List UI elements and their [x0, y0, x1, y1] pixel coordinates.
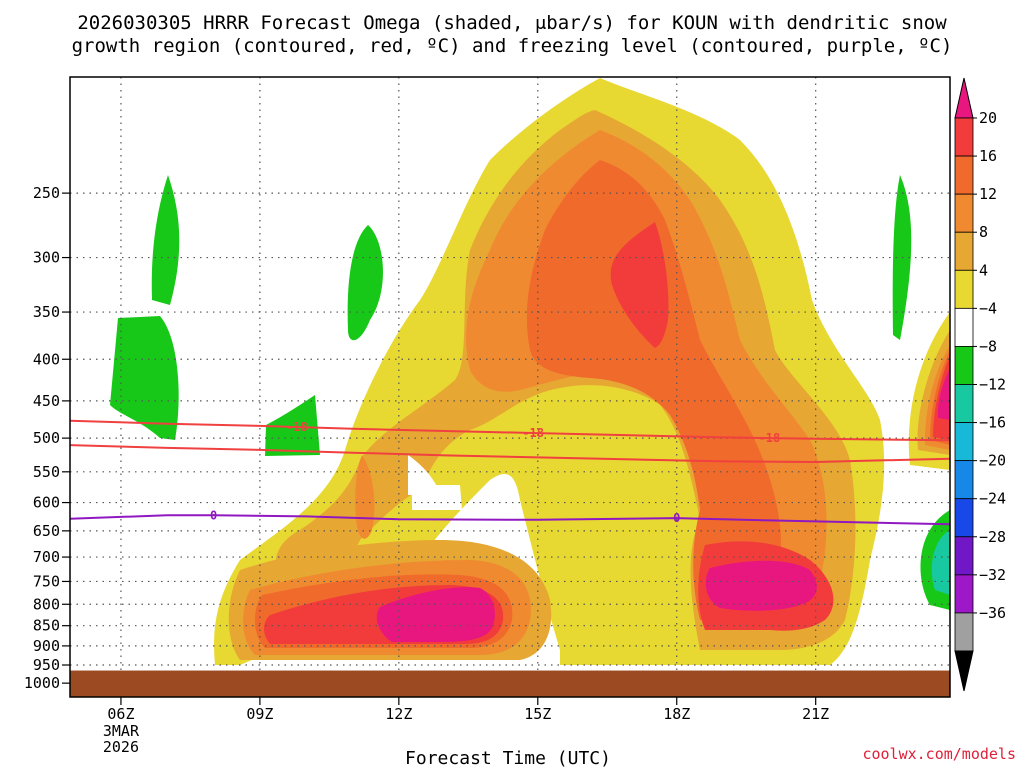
x-tick-label: 15Z: [524, 705, 551, 723]
colorbar: 20 16 12 8 4 −4 −8 −12 −16 −20 −24 −28 −32 −36: [954, 77, 1006, 692]
colorbar-segment: [954, 346, 974, 385]
colorbar-label: −32: [979, 566, 1006, 584]
y-tick-label: 550: [33, 463, 60, 481]
colorbar-label: 12: [979, 185, 997, 203]
y-tick-label: 900: [33, 637, 60, 655]
chart-title-line2: growth region (contoured, red, ºC) and f…: [72, 35, 953, 57]
colorbar-label: −16: [979, 414, 1006, 432]
y-tick-label: 750: [33, 572, 60, 590]
x-tick-label: 06Z: [107, 705, 134, 723]
contour-label: 0: [673, 511, 680, 525]
x-date-label: 3MAR: [103, 722, 140, 740]
y-tick-label: 950: [33, 656, 60, 674]
contour-label: -18: [522, 426, 544, 440]
y-tick-label: 850: [33, 617, 60, 635]
y-tick-label: 700: [33, 548, 60, 566]
omega-region-pos-16: [526, 160, 781, 620]
colorbar-label: 20: [979, 109, 997, 127]
colorbar-cap-top: [954, 77, 974, 119]
contour-label: -18: [286, 420, 308, 434]
contour-line: [70, 514, 950, 526]
contour-line: [70, 419, 950, 442]
y-tick-label: 500: [33, 429, 60, 447]
grid: [70, 77, 950, 671]
x-tick-label: 09Z: [246, 705, 273, 723]
chart-title-line1: 2026030305 HRRR Forecast Omega (shaded, …: [77, 12, 947, 34]
y-tick-label: 650: [33, 522, 60, 540]
omega-region-neg-2: [110, 316, 179, 440]
omega-region-neg-10: [931, 530, 950, 595]
colorbar-segment: [954, 498, 974, 538]
y-tick-label: 600: [33, 494, 60, 512]
y-tick-label: 800: [33, 595, 60, 613]
colorbar-label: −8: [979, 337, 997, 355]
x-tick-label: 12Z: [385, 705, 412, 723]
x-date-label: 2026: [103, 738, 139, 756]
colorbar-cap-bottom: [954, 650, 974, 692]
colorbar-label: 16: [979, 147, 997, 165]
colorbar-segment: [954, 231, 974, 271]
omega-region-pos-20: [610, 222, 669, 348]
contour-label: -18: [759, 431, 781, 445]
colorbar-label: −24: [979, 490, 1006, 508]
y-tick-label: 300: [33, 249, 60, 267]
colorbar-label: −28: [979, 528, 1006, 546]
y-tick-label: 1000: [24, 674, 60, 692]
x-axis-label: Forecast Time (UTC): [405, 748, 611, 768]
omega-region-neg-3: [347, 225, 383, 341]
colorbar-segment: [954, 612, 974, 652]
colorbar-segment: [954, 117, 974, 157]
colorbar-segment: [954, 193, 974, 233]
contour-line: [70, 444, 950, 464]
colorbar-label: −20: [979, 452, 1006, 470]
contour-lines: -18 -18 -18 0 0: [70, 419, 950, 526]
colorbar-label: 8: [979, 223, 988, 241]
omega-region-pos-max-3: [937, 368, 950, 420]
omega-region-neg-1: [151, 175, 180, 305]
plot-frame: [69, 76, 951, 698]
colorbar-label: −36: [979, 604, 1006, 622]
ground-layer: [70, 670, 950, 697]
y-tick-label: 450: [33, 392, 60, 410]
omega-region-neutral-hole-2: [408, 455, 440, 495]
omega-region-neg-4: [265, 395, 320, 456]
y-tick-label: 250: [33, 184, 60, 202]
y-axis: 250 300 350 400 450 500 550 600 650 700 750 800 850 9…: [24, 184, 70, 692]
ground-surface: [70, 670, 950, 697]
omega-shaded-field: [110, 78, 950, 665]
y-tick-label: 400: [33, 350, 60, 368]
colorbar-segment: [954, 536, 974, 576]
x-tick-label: 21Z: [802, 705, 829, 723]
colorbar-segment: [954, 307, 974, 347]
colorbar-segment: [954, 269, 974, 309]
colorbar-label: −12: [979, 376, 1006, 394]
x-tick-label: 18Z: [663, 705, 690, 723]
omega-region-pos-max-1: [376, 587, 495, 642]
colorbar-segment: [954, 155, 974, 195]
contour-label: 0: [210, 508, 217, 522]
omega-region-pos-max-2: [705, 560, 817, 611]
colorbar-segment: [954, 422, 974, 462]
omega-region-neg-5: [892, 175, 912, 340]
colorbar-label: 4: [979, 261, 988, 279]
colorbar-segment: [954, 384, 974, 423]
y-tick-label: 350: [33, 303, 60, 321]
colorbar-segment: [954, 460, 974, 500]
credit-text: coolwx.com/models: [862, 745, 1016, 763]
colorbar-segment: [954, 574, 974, 614]
colorbar-label: −4: [979, 299, 997, 317]
